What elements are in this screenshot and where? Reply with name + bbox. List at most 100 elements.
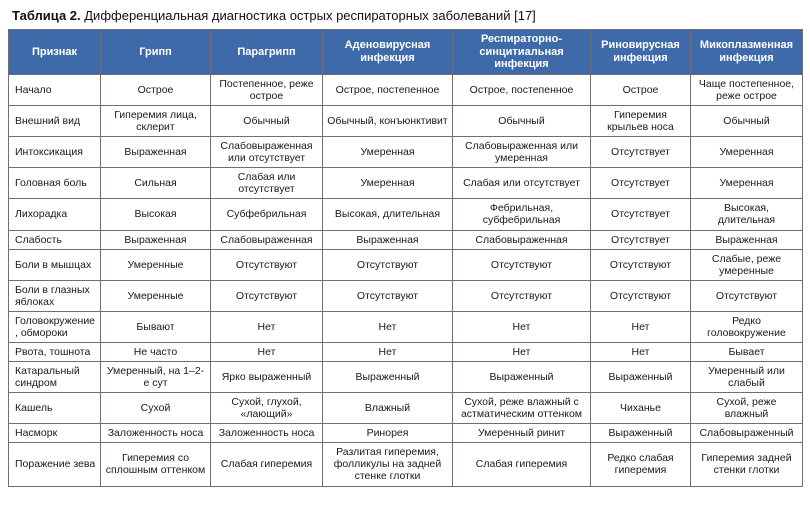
cell: Нет: [211, 311, 323, 342]
row-label: Интоксикация: [9, 137, 101, 168]
cell: Выраженная: [691, 230, 803, 249]
col-header-1: Грипп: [101, 30, 211, 75]
cell: Высокая, длительная: [323, 199, 453, 230]
table-row: Боли в мышцахУмеренныеОтсутствуютОтсутст…: [9, 249, 803, 280]
cell: Ринорея: [323, 424, 453, 443]
cell: Чаще постепенное, реже острое: [691, 74, 803, 105]
cell: Чиханье: [591, 393, 691, 424]
cell: Не часто: [101, 342, 211, 361]
cell: Нет: [323, 342, 453, 361]
cell: Выраженная: [101, 137, 211, 168]
cell: Отсутствуют: [211, 280, 323, 311]
cell: Слабая гиперемия: [453, 443, 591, 486]
cell: Умеренные: [101, 249, 211, 280]
cell: Редко слабая гиперемия: [591, 443, 691, 486]
cell: Слабовыраженная: [453, 230, 591, 249]
cell: Разлитая гиперемия, фолликулы на задней …: [323, 443, 453, 486]
col-header-4: Респираторно-синцити­альная инфекция: [453, 30, 591, 75]
row-label: Начало: [9, 74, 101, 105]
table-row: Головокружение, обморокиБываютНетНетНетН…: [9, 311, 803, 342]
cell: Обычный: [211, 106, 323, 137]
cell: Отсутствуют: [323, 249, 453, 280]
diagnosis-table: ПризнакГриппПарагриппАденовирусная инфек…: [8, 29, 803, 487]
cell: Отсутствуют: [591, 249, 691, 280]
table-row: ИнтоксикацияВыраженнаяСлабовыраженная ил…: [9, 137, 803, 168]
caption-text: Дифференциальная диагностика острых респ…: [81, 8, 536, 23]
col-header-3: Аденовирусная инфекция: [323, 30, 453, 75]
cell: Выраженный: [453, 362, 591, 393]
row-label: Насморк: [9, 424, 101, 443]
table-row: НачалоОстроеПостепенное, реже остроеОстр…: [9, 74, 803, 105]
cell: Сухой, глухой, «лающий»: [211, 393, 323, 424]
cell: Отсутствуют: [453, 280, 591, 311]
cell: Отсутствует: [591, 168, 691, 199]
row-label: Лихорадка: [9, 199, 101, 230]
cell: Острое: [101, 74, 211, 105]
cell: Влажный: [323, 393, 453, 424]
row-label: Боли в мышцах: [9, 249, 101, 280]
cell: Высокая, длительная: [691, 199, 803, 230]
cell: Гиперемия со сплошным оттенком: [101, 443, 211, 486]
table-head: ПризнакГриппПарагриппАденовирусная инфек…: [9, 30, 803, 75]
cell: Нет: [453, 311, 591, 342]
cell: Обычный, конъюнктивит: [323, 106, 453, 137]
cell: Отсутствуют: [691, 280, 803, 311]
cell: Нет: [453, 342, 591, 361]
col-header-2: Парагрипп: [211, 30, 323, 75]
cell: Сильная: [101, 168, 211, 199]
cell: Выраженный: [591, 424, 691, 443]
row-label: Боли в глазных яблоках: [9, 280, 101, 311]
col-header-6: Микоплазменная инфекция: [691, 30, 803, 75]
cell: Отсутствуют: [323, 280, 453, 311]
cell: Нет: [591, 342, 691, 361]
cell: Гиперемия крыльев носа: [591, 106, 691, 137]
cell: Заложенность носа: [101, 424, 211, 443]
caption-prefix: Таблица 2.: [12, 8, 81, 23]
row-label: Головная боль: [9, 168, 101, 199]
col-header-0: Признак: [9, 30, 101, 75]
cell: Сухой, реже влажный: [691, 393, 803, 424]
cell: Выраженный: [591, 362, 691, 393]
cell: Слабая или отсутствует: [453, 168, 591, 199]
table-caption: Таблица 2. Дифференциальная диагностика …: [12, 8, 802, 23]
cell: Отсутствует: [591, 230, 691, 249]
cell: Обычный: [453, 106, 591, 137]
cell: Умеренная: [691, 168, 803, 199]
cell: Отсутствуют: [453, 249, 591, 280]
cell: Умеренная: [323, 168, 453, 199]
cell: Умеренная: [691, 137, 803, 168]
cell: Умеренный, на 1–2-е сут: [101, 362, 211, 393]
table-row: Боли в глазных яблокахУмеренныеОтсутству…: [9, 280, 803, 311]
cell: Выраженная: [323, 230, 453, 249]
cell: Бывают: [101, 311, 211, 342]
cell: Острое, постепенное: [323, 74, 453, 105]
cell: Гиперемия задней стенки глотки: [691, 443, 803, 486]
cell: Слабовыраженная или отсутствует: [211, 137, 323, 168]
cell: Слабовыраженная: [211, 230, 323, 249]
cell: Бывает: [691, 342, 803, 361]
cell: Слабовыраженный: [691, 424, 803, 443]
cell: Слабовыраженная или умеренная: [453, 137, 591, 168]
table-body: НачалоОстроеПостепенное, реже остроеОстр…: [9, 74, 803, 486]
table-row: Катаральный синдромУмеренный, на 1–2-е с…: [9, 362, 803, 393]
cell: Выраженный: [323, 362, 453, 393]
cell: Острое: [591, 74, 691, 105]
row-label: Слабость: [9, 230, 101, 249]
row-label: Рвота, тошнота: [9, 342, 101, 361]
cell: Слабые, реже умеренные: [691, 249, 803, 280]
cell: Заложенность носа: [211, 424, 323, 443]
cell: Умеренный ринит: [453, 424, 591, 443]
cell: Нет: [323, 311, 453, 342]
cell: Отсутствует: [591, 137, 691, 168]
cell: Отсутствуют: [591, 280, 691, 311]
cell: Постепенное, реже острое: [211, 74, 323, 105]
cell: Обычный: [691, 106, 803, 137]
cell: Острое, постепенное: [453, 74, 591, 105]
cell: Отсутствуют: [211, 249, 323, 280]
cell: Редко головокружение: [691, 311, 803, 342]
row-label: Внешний вид: [9, 106, 101, 137]
cell: Выраженная: [101, 230, 211, 249]
header-row: ПризнакГриппПарагриппАденовирусная инфек…: [9, 30, 803, 75]
cell: Умеренные: [101, 280, 211, 311]
cell: Нет: [591, 311, 691, 342]
